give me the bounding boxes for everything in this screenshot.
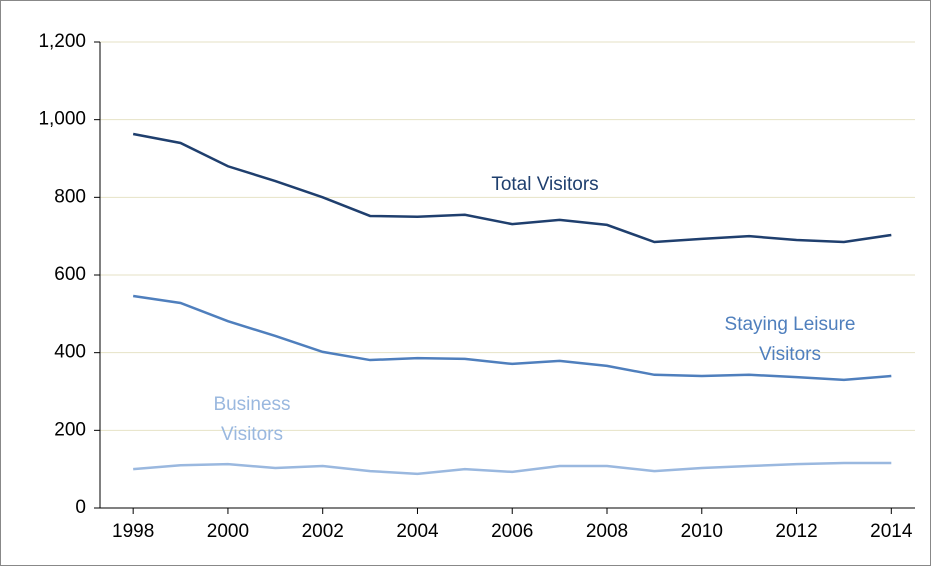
x-tick-label: 2004 bbox=[396, 521, 439, 542]
x-tick-label: 2014 bbox=[870, 521, 913, 542]
x-tick-label: 1998 bbox=[112, 521, 154, 542]
series-line bbox=[132, 132, 892, 244]
y-tick-label: 400 bbox=[54, 342, 86, 363]
y-tick-label: 600 bbox=[54, 264, 86, 285]
series-label: Total Visitors bbox=[491, 174, 599, 195]
x-tick-label: 2000 bbox=[207, 521, 249, 542]
series-line bbox=[132, 294, 892, 382]
y-tick-label: 200 bbox=[54, 419, 86, 440]
y-tick-label: 1,200 bbox=[38, 31, 86, 52]
x-tick-label: 2012 bbox=[775, 521, 817, 542]
series-label: Staying Leisure Visitors bbox=[724, 314, 856, 365]
y-tick-label: 800 bbox=[54, 186, 86, 207]
x-tick-label: 2002 bbox=[302, 521, 344, 542]
y-tick-label: 0 bbox=[75, 497, 86, 518]
series-line bbox=[133, 461, 892, 476]
series-label: Business Visitors bbox=[213, 394, 291, 445]
y-tick-label: 1,000 bbox=[38, 109, 86, 130]
x-tick-label: 2010 bbox=[681, 521, 723, 542]
x-tick-label: 2006 bbox=[491, 521, 533, 542]
x-tick-label: 2008 bbox=[586, 521, 628, 542]
